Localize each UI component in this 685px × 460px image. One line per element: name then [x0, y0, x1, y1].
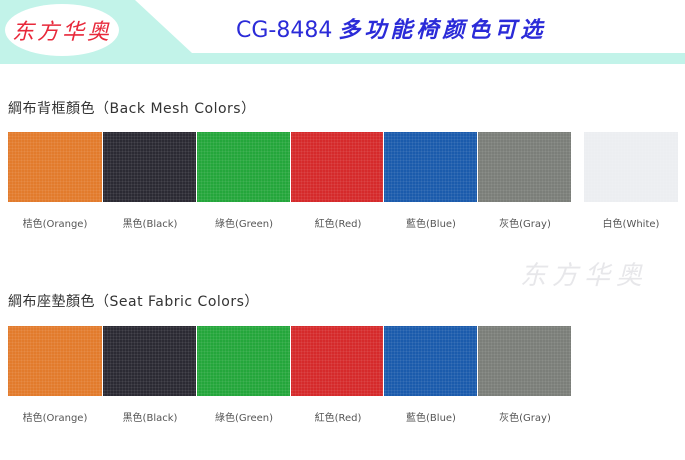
header-banner-white: [135, 0, 685, 53]
swatch-label: 灰色(Gray): [499, 413, 551, 424]
swatch-label: 綠色(Green): [214, 219, 274, 230]
swatch-label: 桔色(Orange): [22, 413, 88, 424]
color-swatch[interactable]: [478, 132, 571, 202]
page-title: CG-8484 多功能椅颜色可选: [236, 12, 546, 44]
swatch-label: 黑色(Black): [122, 219, 178, 230]
color-swatch[interactable]: [384, 132, 477, 202]
swatch-label: 桔色(Orange): [22, 219, 88, 230]
swatch-label: 白色(White): [602, 219, 660, 230]
color-swatch[interactable]: [291, 326, 383, 396]
color-swatch[interactable]: [103, 132, 196, 202]
seat-fabric-heading: 綱布座墊顏色（Seat Fabric Colors）: [8, 294, 259, 310]
color-swatch[interactable]: [8, 326, 102, 396]
swatch-label: 綠色(Green): [214, 413, 274, 424]
swatch-label: 藍色(Blue): [406, 219, 456, 230]
color-swatch[interactable]: [197, 326, 290, 396]
swatch-label: 藍色(Blue): [406, 413, 456, 424]
color-swatch[interactable]: [197, 132, 290, 202]
color-swatch[interactable]: [291, 132, 383, 202]
color-swatch[interactable]: [8, 132, 102, 202]
swatch-label: 紅色(Red): [314, 219, 362, 230]
swatch-label: 紅色(Red): [314, 413, 362, 424]
color-swatch[interactable]: [103, 326, 196, 396]
title-text: 多功能椅颜色可选: [338, 17, 547, 43]
brand-logo: 东方华奥: [5, 4, 119, 56]
swatch-label: 灰色(Gray): [499, 219, 551, 230]
model-number: CG-8484: [236, 18, 333, 43]
back-mesh-heading: 綱布背框顏色（Back Mesh Colors）: [8, 101, 256, 117]
watermark: 东方华奥: [520, 261, 649, 291]
color-swatch[interactable]: [384, 326, 477, 396]
color-swatch[interactable]: [584, 132, 678, 202]
swatch-label: 黑色(Black): [122, 413, 178, 424]
color-swatch[interactable]: [478, 326, 571, 396]
